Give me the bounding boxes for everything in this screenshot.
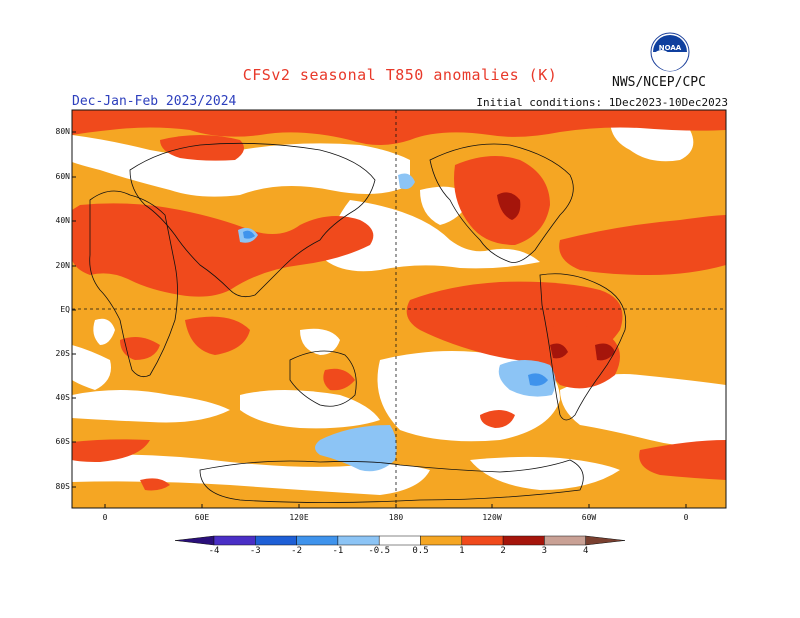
- lat-label: 20S: [55, 349, 70, 358]
- colorbar-bin: [378, 535, 421, 546]
- lon-label: 120E: [289, 513, 309, 522]
- lat-label: 40N: [55, 216, 70, 225]
- colorbar-label: -1: [332, 546, 344, 556]
- season-label: Dec-Jan-Feb 2023/2024: [72, 94, 237, 109]
- lat-ticks: [72, 131, 76, 488]
- initial-conditions-label: Initial conditions: 1Dec2023-10Dec2023: [476, 96, 728, 109]
- lon-label: 120W: [482, 513, 502, 522]
- colorbar-label: -2: [291, 546, 303, 556]
- agency-label: NWS/NCEP/CPC: [612, 75, 706, 90]
- colorbar-label: -3: [249, 546, 261, 556]
- lon-label: 180: [388, 513, 404, 522]
- colorbar: [174, 535, 626, 546]
- colorbar-label: 2: [500, 546, 506, 556]
- lon-label: 0: [683, 513, 689, 522]
- logo-text: NOAA: [659, 44, 682, 52]
- lat-label: 20N: [55, 261, 70, 270]
- colorbar-label: 1: [459, 546, 465, 556]
- colorbar-label: 0.5: [412, 546, 429, 556]
- lat-label: 60S: [55, 437, 70, 446]
- colorbar-label: 4: [582, 546, 589, 556]
- colorbar-label: 3: [541, 546, 548, 556]
- colorbar-bin: [213, 535, 256, 546]
- lat-label: 60N: [55, 172, 70, 181]
- map-frame: [71, 109, 727, 509]
- colorbar-bin: [544, 535, 586, 546]
- map-title: CFSv2 seasonal T850 anomalies (K): [242, 66, 558, 84]
- colorbar-label: -0.5: [368, 546, 391, 556]
- lat-label: 40S: [55, 393, 70, 402]
- colorbar-bin: [502, 535, 545, 546]
- colorbar-bin: [255, 535, 297, 546]
- lon-label: 60W: [581, 513, 597, 522]
- neutral-regions: [72, 119, 726, 495]
- noaa-logo: NOAA: [650, 32, 690, 72]
- lon-label: 60E: [194, 513, 210, 522]
- warm-regions: [72, 110, 726, 491]
- cool-regions: [238, 173, 556, 472]
- colorbar-high-arrow: [585, 535, 626, 546]
- colorbar-bin: [420, 535, 463, 546]
- colorbar-bin: [337, 535, 380, 546]
- colorbar-label: -4: [208, 546, 220, 556]
- lon-ticks: [104, 504, 687, 508]
- colorbar-bin: [461, 535, 504, 546]
- hot-regions: [497, 192, 615, 361]
- lat-label: EQ: [60, 305, 70, 314]
- coastlines: [89, 142, 627, 503]
- lat-label: 80S: [55, 482, 70, 491]
- lat-label: 80N: [55, 127, 70, 136]
- lon-label: 0: [102, 513, 108, 522]
- colorbar-low-arrow: [174, 535, 215, 546]
- anomaly-field: [72, 110, 726, 508]
- cold-regions: [243, 230, 548, 386]
- colorbar-bin: [296, 535, 339, 546]
